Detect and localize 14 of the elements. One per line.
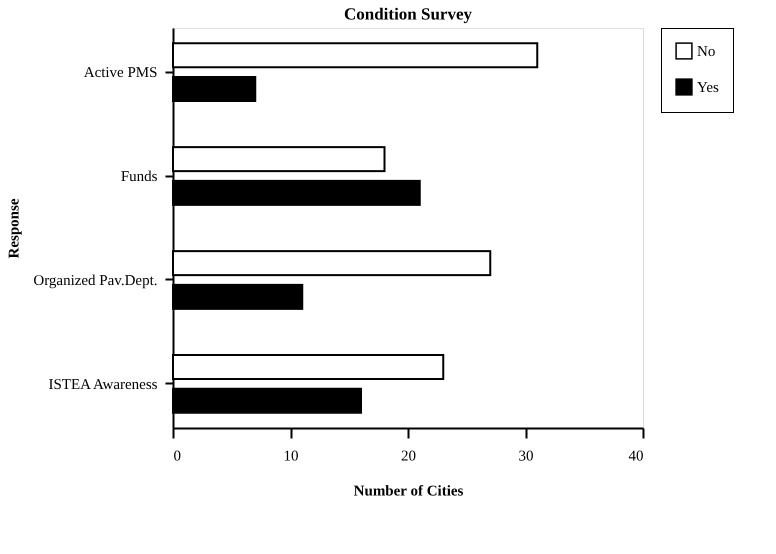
- x-tick-label: 30: [518, 448, 534, 464]
- x-tick-label: 40: [628, 448, 644, 464]
- legend-label: Yes: [697, 80, 719, 96]
- y-axis-title: Response: [6, 198, 22, 259]
- y-tick-label: Organized Pav.Dept.: [33, 272, 158, 289]
- x-tick-label: 0: [174, 448, 181, 464]
- y-tick-label: ISTEA Awareness: [48, 376, 158, 393]
- x-tick-label: 20: [401, 448, 416, 464]
- chart-title: Condition Survey: [344, 4, 472, 24]
- x-tick-label: 10: [284, 448, 298, 464]
- x-axis-title: Number of Cities: [354, 484, 464, 500]
- legend-label: No: [697, 44, 716, 60]
- y-tick-label: Funds: [120, 169, 158, 186]
- y-tick-label: Active PMS: [84, 65, 158, 82]
